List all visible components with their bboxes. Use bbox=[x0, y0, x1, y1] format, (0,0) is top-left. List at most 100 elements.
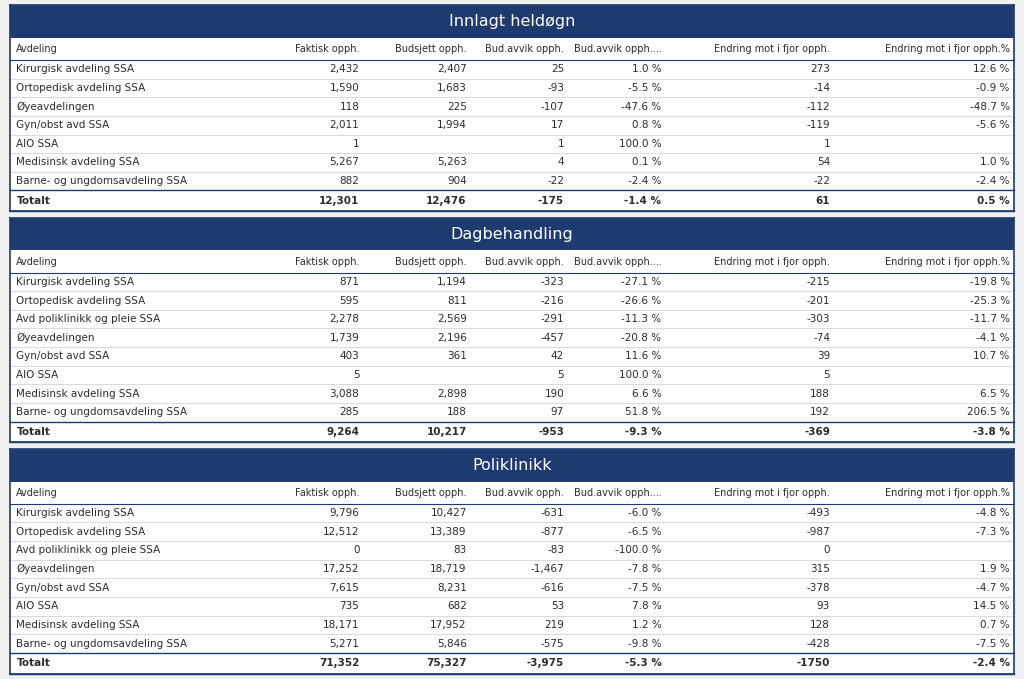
Text: 206.5 %: 206.5 % bbox=[967, 407, 1010, 418]
Bar bbox=[10, 481, 1014, 674]
Text: 6.5 %: 6.5 % bbox=[980, 388, 1010, 399]
Text: Kirurgisk avdeling SSA: Kirurgisk avdeling SSA bbox=[16, 65, 134, 74]
Text: 225: 225 bbox=[446, 102, 467, 111]
Text: 5,267: 5,267 bbox=[330, 158, 359, 168]
Text: 2,569: 2,569 bbox=[437, 314, 467, 324]
Text: Barne- og ungdomsavdeling SSA: Barne- og ungdomsavdeling SSA bbox=[16, 407, 187, 418]
Text: AIO SSA: AIO SSA bbox=[16, 370, 58, 380]
Text: Faktisk opph.: Faktisk opph. bbox=[295, 257, 359, 266]
Text: 735: 735 bbox=[340, 602, 359, 611]
Text: -9.8 %: -9.8 % bbox=[628, 638, 662, 648]
Text: Totalt: Totalt bbox=[16, 196, 50, 206]
Text: 403: 403 bbox=[340, 352, 359, 361]
Text: 1.0 %: 1.0 % bbox=[632, 65, 662, 74]
Text: 7,615: 7,615 bbox=[330, 583, 359, 593]
Text: 5: 5 bbox=[823, 370, 830, 380]
Text: 2,011: 2,011 bbox=[330, 120, 359, 130]
Text: -7.3 %: -7.3 % bbox=[976, 527, 1010, 536]
Text: Innlagt heldøgn: Innlagt heldøgn bbox=[449, 14, 575, 29]
Text: Endring mot i fjor opph.%: Endring mot i fjor opph.% bbox=[885, 257, 1010, 266]
Text: -27.1 %: -27.1 % bbox=[622, 277, 662, 287]
Text: -22: -22 bbox=[547, 176, 564, 186]
Text: -378: -378 bbox=[807, 583, 830, 593]
Text: 682: 682 bbox=[446, 602, 467, 611]
Text: Medisinsk avdeling SSA: Medisinsk avdeling SSA bbox=[16, 158, 140, 168]
Text: 285: 285 bbox=[340, 407, 359, 418]
Text: Kirurgisk avdeling SSA: Kirurgisk avdeling SSA bbox=[16, 277, 134, 287]
Text: -457: -457 bbox=[541, 333, 564, 343]
Text: -616: -616 bbox=[541, 583, 564, 593]
Text: 39: 39 bbox=[817, 352, 830, 361]
Text: 100.0 %: 100.0 % bbox=[618, 370, 662, 380]
Text: 6.6 %: 6.6 % bbox=[632, 388, 662, 399]
Text: 54: 54 bbox=[817, 158, 830, 168]
Text: 188: 188 bbox=[446, 407, 467, 418]
Text: Endring mot i fjor opph.: Endring mot i fjor opph. bbox=[715, 257, 830, 266]
Text: 75,327: 75,327 bbox=[426, 658, 467, 668]
Bar bbox=[10, 218, 1014, 251]
Text: Faktisk opph.: Faktisk opph. bbox=[295, 44, 359, 54]
Text: 1: 1 bbox=[352, 139, 359, 149]
Text: 0.7 %: 0.7 % bbox=[980, 620, 1010, 630]
Text: 97: 97 bbox=[551, 407, 564, 418]
Text: 1.2 %: 1.2 % bbox=[632, 620, 662, 630]
Text: 315: 315 bbox=[810, 564, 830, 574]
Text: 25: 25 bbox=[551, 65, 564, 74]
Text: Ortopedisk avdeling SSA: Ortopedisk avdeling SSA bbox=[16, 527, 145, 536]
Text: 882: 882 bbox=[340, 176, 359, 186]
Text: 61: 61 bbox=[815, 196, 830, 206]
Text: 192: 192 bbox=[810, 407, 830, 418]
Text: Endring mot i fjor opph.%: Endring mot i fjor opph.% bbox=[885, 488, 1010, 498]
Text: -3.8 %: -3.8 % bbox=[973, 427, 1010, 437]
Text: -4.8 %: -4.8 % bbox=[976, 508, 1010, 518]
Text: 51.8 %: 51.8 % bbox=[625, 407, 662, 418]
Text: -987: -987 bbox=[807, 527, 830, 536]
Text: -493: -493 bbox=[807, 508, 830, 518]
Text: Bud.avvik opph.: Bud.avvik opph. bbox=[485, 44, 564, 54]
Text: Totalt: Totalt bbox=[16, 658, 50, 668]
Bar bbox=[10, 251, 1014, 442]
Text: -11.3 %: -11.3 % bbox=[622, 314, 662, 324]
Text: 17,252: 17,252 bbox=[323, 564, 359, 574]
Text: Dagbehandling: Dagbehandling bbox=[451, 227, 573, 242]
Text: 0.5 %: 0.5 % bbox=[977, 196, 1010, 206]
Text: -26.6 %: -26.6 % bbox=[622, 295, 662, 306]
Text: -303: -303 bbox=[807, 314, 830, 324]
Text: -4.7 %: -4.7 % bbox=[976, 583, 1010, 593]
Text: -47.6 %: -47.6 % bbox=[622, 102, 662, 111]
Text: -0.9 %: -0.9 % bbox=[976, 83, 1010, 93]
Text: 1.9 %: 1.9 % bbox=[980, 564, 1010, 574]
Text: -25.3 %: -25.3 % bbox=[970, 295, 1010, 306]
Text: -100.0 %: -100.0 % bbox=[615, 545, 662, 555]
Text: -953: -953 bbox=[539, 427, 564, 437]
Text: -1750: -1750 bbox=[797, 658, 830, 668]
Text: Barne- og ungdomsavdeling SSA: Barne- og ungdomsavdeling SSA bbox=[16, 638, 187, 648]
Text: 1,994: 1,994 bbox=[437, 120, 467, 130]
Text: -5.5 %: -5.5 % bbox=[628, 83, 662, 93]
Text: 2,898: 2,898 bbox=[437, 388, 467, 399]
Text: -1,467: -1,467 bbox=[530, 564, 564, 574]
Text: Faktisk opph.: Faktisk opph. bbox=[295, 488, 359, 498]
Text: 18,719: 18,719 bbox=[430, 564, 467, 574]
Text: 5: 5 bbox=[557, 370, 564, 380]
Text: -7.8 %: -7.8 % bbox=[628, 564, 662, 574]
Text: 2,278: 2,278 bbox=[330, 314, 359, 324]
Text: 2,196: 2,196 bbox=[437, 333, 467, 343]
Text: -74: -74 bbox=[813, 333, 830, 343]
Text: 904: 904 bbox=[447, 176, 467, 186]
Text: -83: -83 bbox=[547, 545, 564, 555]
Text: 273: 273 bbox=[810, 65, 830, 74]
Text: 188: 188 bbox=[810, 388, 830, 399]
Text: 53: 53 bbox=[551, 602, 564, 611]
Text: -19.8 %: -19.8 % bbox=[970, 277, 1010, 287]
Text: -6.0 %: -6.0 % bbox=[628, 508, 662, 518]
Text: Totalt: Totalt bbox=[16, 427, 50, 437]
Text: 3,088: 3,088 bbox=[330, 388, 359, 399]
Text: 4: 4 bbox=[557, 158, 564, 168]
Text: -2.4 %: -2.4 % bbox=[628, 176, 662, 186]
Text: 100.0 %: 100.0 % bbox=[618, 139, 662, 149]
Text: 2,407: 2,407 bbox=[437, 65, 467, 74]
Text: 1,739: 1,739 bbox=[330, 333, 359, 343]
Text: -216: -216 bbox=[541, 295, 564, 306]
Text: -5.6 %: -5.6 % bbox=[976, 120, 1010, 130]
